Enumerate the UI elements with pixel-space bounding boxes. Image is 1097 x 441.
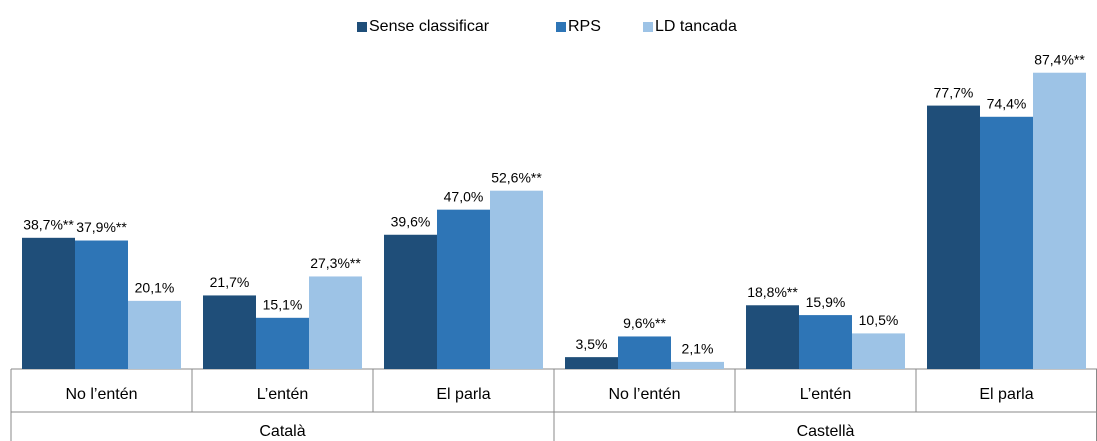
bar: [309, 276, 362, 369]
bar: [256, 317, 309, 369]
data-label: 27,3%**: [310, 255, 361, 271]
data-label: 21,7%: [210, 274, 250, 290]
legend-swatch: [357, 22, 367, 32]
x-tick-label: No l’entén: [65, 386, 137, 403]
bar: [799, 315, 852, 369]
bar: [128, 300, 181, 369]
data-label: 18,8%**: [747, 284, 798, 300]
legend-label: RPS: [568, 18, 601, 35]
bar: [437, 209, 490, 369]
group-label: Català: [259, 423, 305, 440]
bar: [980, 116, 1033, 369]
data-label: 9,6%**: [623, 315, 666, 331]
data-label: 10,5%: [859, 312, 899, 328]
data-label: 47,0%: [444, 188, 484, 204]
bar: [384, 234, 437, 369]
group-label: Castellà: [797, 423, 855, 440]
bar: [1033, 72, 1086, 370]
bar: [852, 333, 905, 369]
data-label: 20,1%: [135, 280, 175, 296]
legend-swatch: [643, 22, 653, 32]
data-label: 87,4%**: [1034, 51, 1085, 67]
data-label: 2,1%: [682, 341, 714, 357]
bar: [203, 295, 256, 369]
data-label: 3,5%: [576, 336, 608, 352]
bar: [618, 336, 671, 369]
x-tick-label: L’entén: [800, 386, 852, 403]
legend-swatch: [556, 22, 566, 32]
data-label: 37,9%**: [76, 219, 127, 235]
data-label: 74,4%: [987, 95, 1027, 111]
legend-label: LD tancada: [655, 18, 737, 35]
bar: [927, 105, 980, 370]
bar: [22, 237, 75, 369]
data-label: 52,6%**: [491, 169, 542, 185]
bar: [746, 305, 799, 369]
data-label: 38,7%**: [23, 217, 74, 233]
data-label: 39,6%: [391, 213, 431, 229]
data-label: 77,7%: [934, 84, 974, 100]
data-label: 15,9%: [806, 294, 846, 310]
x-tick-label: No l’entén: [608, 386, 680, 403]
data-label: 15,1%: [263, 297, 303, 313]
x-tick-label: L’entén: [257, 386, 309, 403]
bar: [565, 357, 618, 369]
bar: [75, 240, 128, 369]
bar: [490, 190, 543, 369]
bar: [671, 361, 724, 369]
x-tick-label: El parla: [436, 386, 490, 403]
x-tick-label: El parla: [979, 386, 1033, 403]
legend-label: Sense classificar: [369, 18, 490, 35]
